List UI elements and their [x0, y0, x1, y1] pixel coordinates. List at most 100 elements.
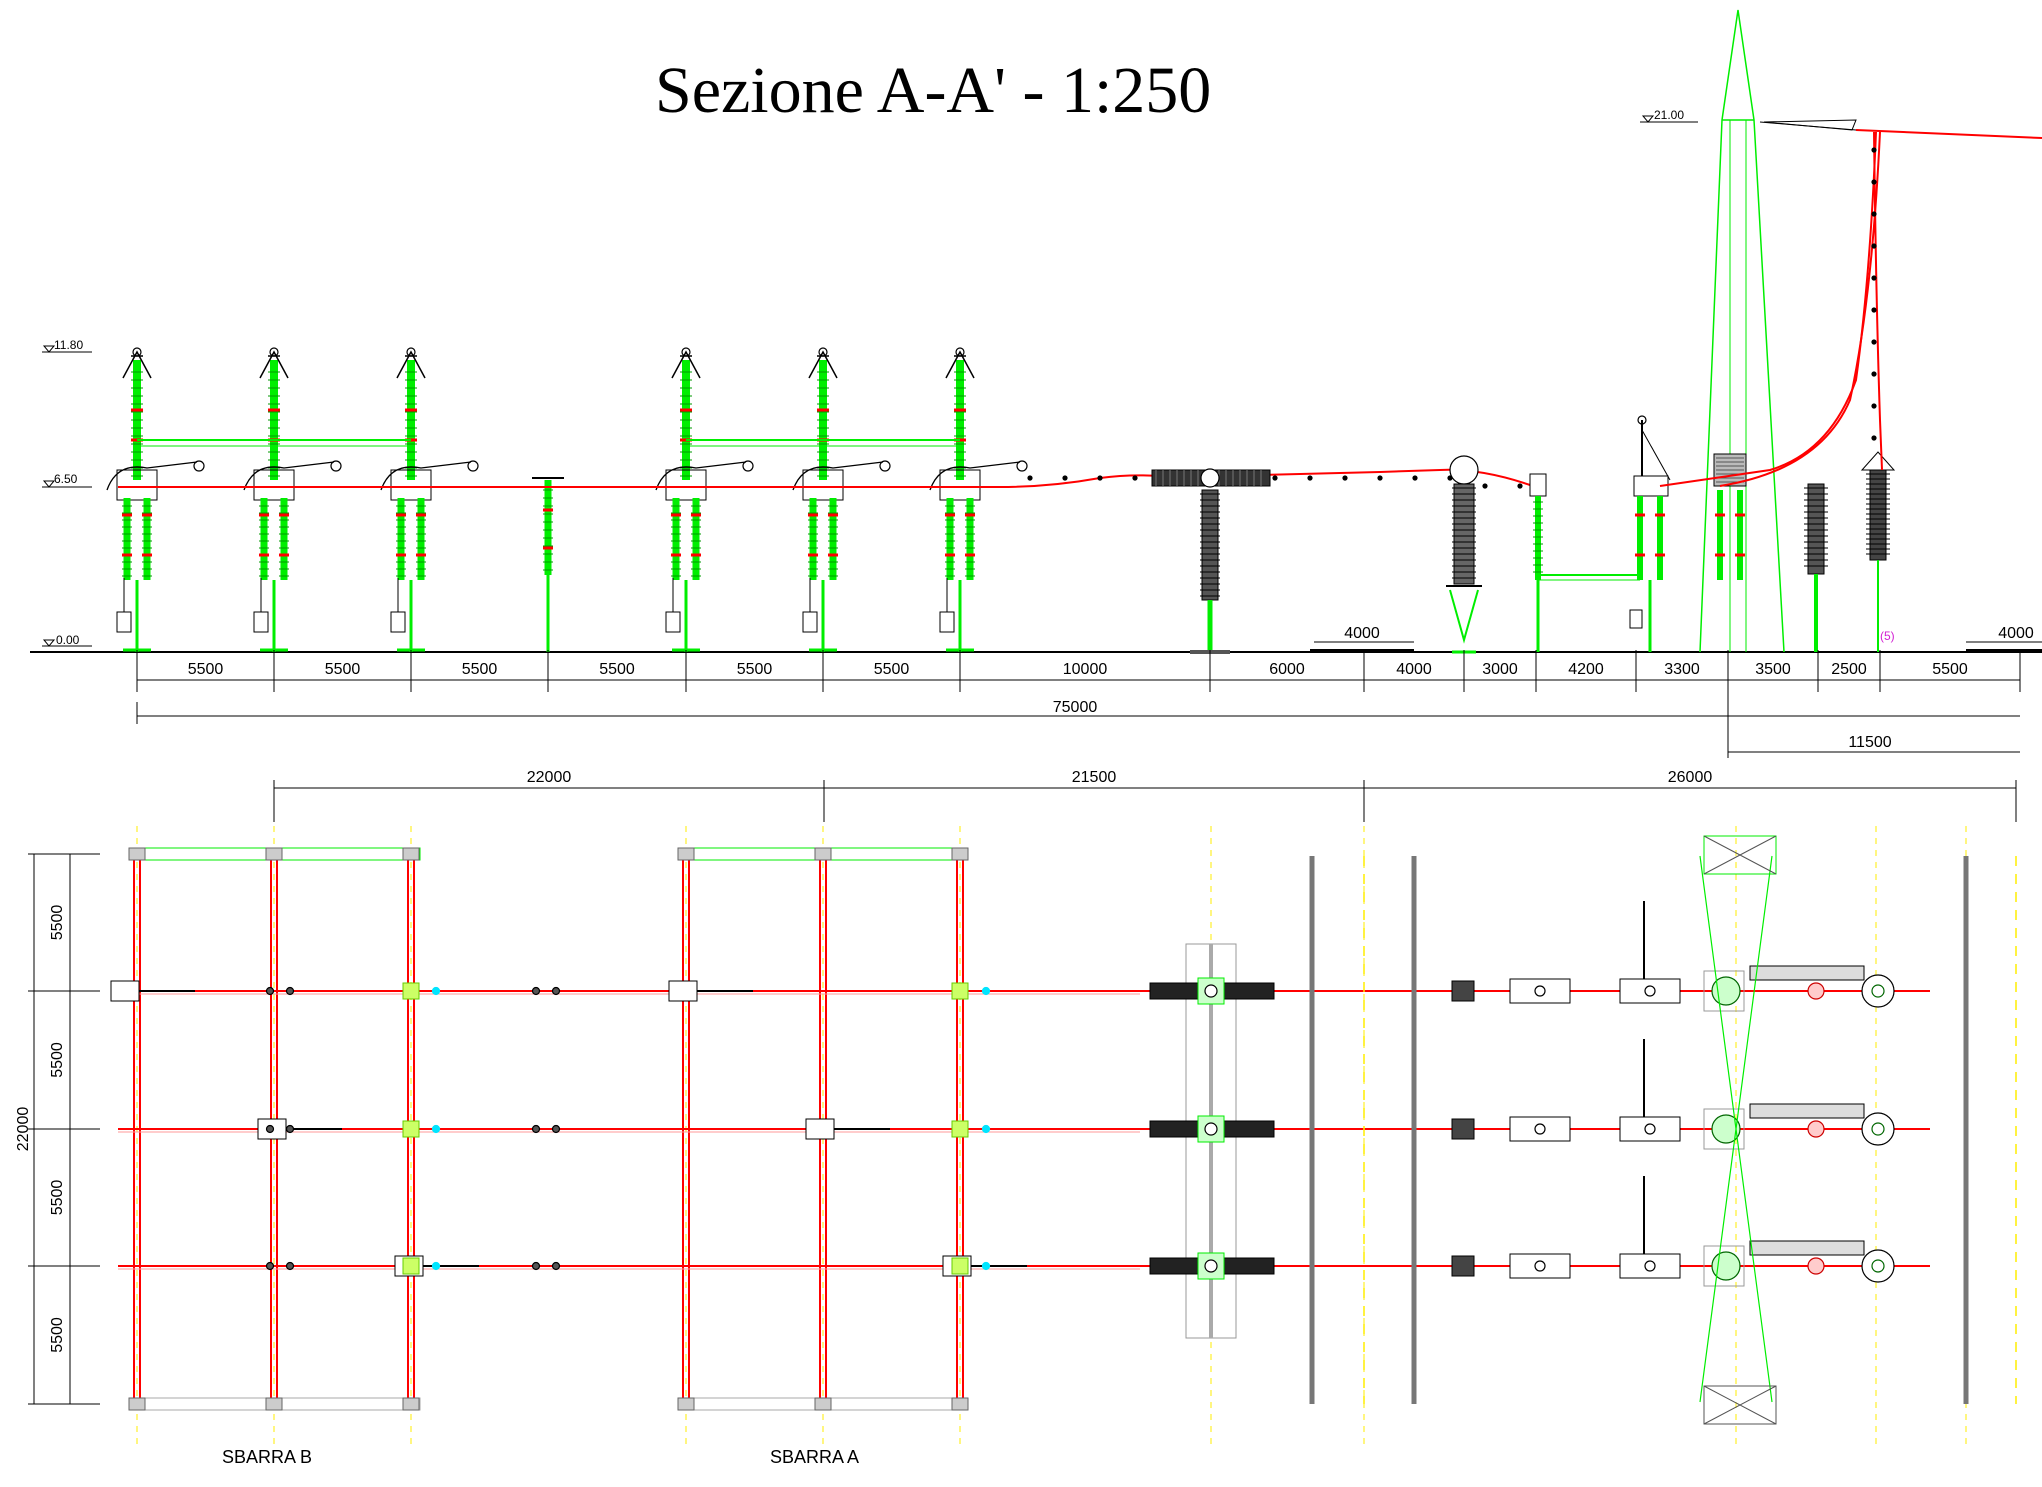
spacer-clamp — [1871, 371, 1877, 377]
level-marker-0.00: 0.00 — [42, 633, 92, 647]
line-disc-pivot — [1644, 1123, 1656, 1135]
vertical-dimension: 5500 — [49, 905, 66, 941]
spacer-clamp — [1342, 475, 1348, 481]
spacer-clamp — [1871, 179, 1877, 185]
note-label: (5) — [1880, 629, 1895, 643]
arrester-top — [1807, 1120, 1825, 1138]
switch-head — [253, 469, 295, 501]
drive-box — [665, 611, 681, 633]
switchgear-bay — [106, 347, 205, 652]
busbar-support — [402, 847, 420, 861]
switch-arm — [380, 461, 472, 491]
ct-plan — [1451, 1118, 1475, 1140]
arrester-plan — [1749, 965, 1865, 981]
wave-trap-plan — [1861, 974, 1895, 1008]
busbar-support — [128, 1397, 146, 1411]
joint — [265, 1261, 275, 1271]
busbar-support — [814, 847, 832, 861]
line-disc-pivot — [1644, 985, 1656, 997]
connector-dot — [981, 1124, 991, 1134]
ct-body — [1453, 483, 1475, 585]
wave-trap-core — [1871, 1259, 1885, 1273]
tower-leg — [1703, 1245, 1745, 1287]
level-marker-11.80: 11.80 — [42, 338, 92, 353]
plan-view — [110, 826, 2017, 1450]
total-dimension: 75000 — [1053, 699, 1098, 716]
bus-label-b: SBARRA B — [222, 1447, 312, 1467]
tower-leg — [1703, 1108, 1745, 1150]
breaker-axis — [1204, 1122, 1218, 1136]
switch-arm — [243, 461, 335, 491]
overhead-line — [1855, 129, 2042, 139]
wave-trap-core — [1871, 984, 1885, 998]
dimension-value: 6000 — [1269, 661, 1305, 678]
busbar-support — [677, 1397, 695, 1411]
arrester-top — [1807, 982, 1825, 1000]
line-disc-frame — [1619, 1253, 1681, 1279]
switch-head — [802, 469, 844, 501]
joint — [551, 986, 561, 996]
dimension-value: 4200 — [1568, 661, 1604, 678]
dimension-value: 10000 — [1063, 661, 1108, 678]
level-label: 21.00 — [1654, 108, 1684, 122]
pantograph-plan — [110, 980, 140, 1002]
connection-box — [951, 1257, 969, 1275]
right-dimension: 11500 — [1848, 734, 1891, 751]
wave-trap-core — [1871, 1122, 1885, 1136]
arm-pivot — [330, 460, 342, 472]
dimension-value: 5500 — [462, 661, 498, 678]
line-disconnector-head — [1633, 475, 1669, 497]
wave-trap-plan — [1861, 1112, 1895, 1146]
bus-label-a: SBARRA A — [770, 1447, 859, 1467]
ct-head — [1449, 455, 1479, 485]
line-disc-pivot — [1644, 1260, 1656, 1272]
arm-pivot — [1016, 460, 1028, 472]
line-disc-pivot — [1534, 1260, 1546, 1272]
busbar-support — [402, 1397, 420, 1411]
level-label: 6.50 — [54, 472, 78, 486]
dimension-lines: 5500 5500 5500 5500 5500 5500 10000 6000 4000 300… — [15, 625, 2042, 1405]
vertical-total: 22000 — [15, 1107, 32, 1152]
switchgear-bay — [655, 347, 754, 652]
support-insulator — [532, 477, 564, 652]
arm-pivot — [879, 460, 891, 472]
drive-box — [1629, 609, 1643, 629]
pantograph-top — [955, 347, 965, 357]
dimension-value: 2500 — [1831, 661, 1867, 678]
plan-dimension: 22000 — [527, 769, 572, 786]
connector-dot — [431, 1124, 441, 1134]
dimension-value: 3000 — [1482, 661, 1518, 678]
line-disc-frame — [1509, 978, 1571, 1004]
joint — [285, 1261, 295, 1271]
circuit-breaker — [1151, 468, 1271, 654]
spacer-clamp — [1871, 339, 1877, 345]
pantograph-plan — [805, 1118, 835, 1140]
pantograph-top — [818, 347, 828, 357]
joint — [551, 1124, 561, 1134]
dimension-value: 3300 — [1664, 661, 1700, 678]
connector-dot — [431, 1261, 441, 1271]
road-width: 4000 — [1998, 625, 2034, 642]
dimension-value: 5500 — [874, 661, 910, 678]
tower-leg — [1703, 970, 1745, 1012]
busbar-support — [677, 847, 695, 861]
line-disc-pivot — [1534, 985, 1546, 997]
connection-box — [951, 1120, 969, 1138]
spacer-clamp — [1377, 475, 1383, 481]
connection-box — [402, 982, 420, 1000]
plan-dimension: 21500 — [1072, 769, 1117, 786]
arm-pivot — [742, 460, 754, 472]
pantograph-top — [132, 347, 142, 357]
tower-frame — [1699, 9, 1785, 653]
arrester-plan — [1749, 1240, 1865, 1256]
spacer-clamp — [1871, 275, 1877, 281]
dimension-value: 3500 — [1755, 661, 1791, 678]
level-marker-21.00: 21.00 — [1640, 108, 1698, 123]
connection-box — [402, 1120, 420, 1138]
vertical-dimension: 5500 — [49, 1317, 66, 1353]
spacer-clamp — [1027, 475, 1033, 481]
busbar-support — [265, 1397, 283, 1411]
ct-support — [1449, 589, 1479, 644]
switch-arm — [929, 461, 1021, 491]
busbar-support — [814, 1397, 832, 1411]
